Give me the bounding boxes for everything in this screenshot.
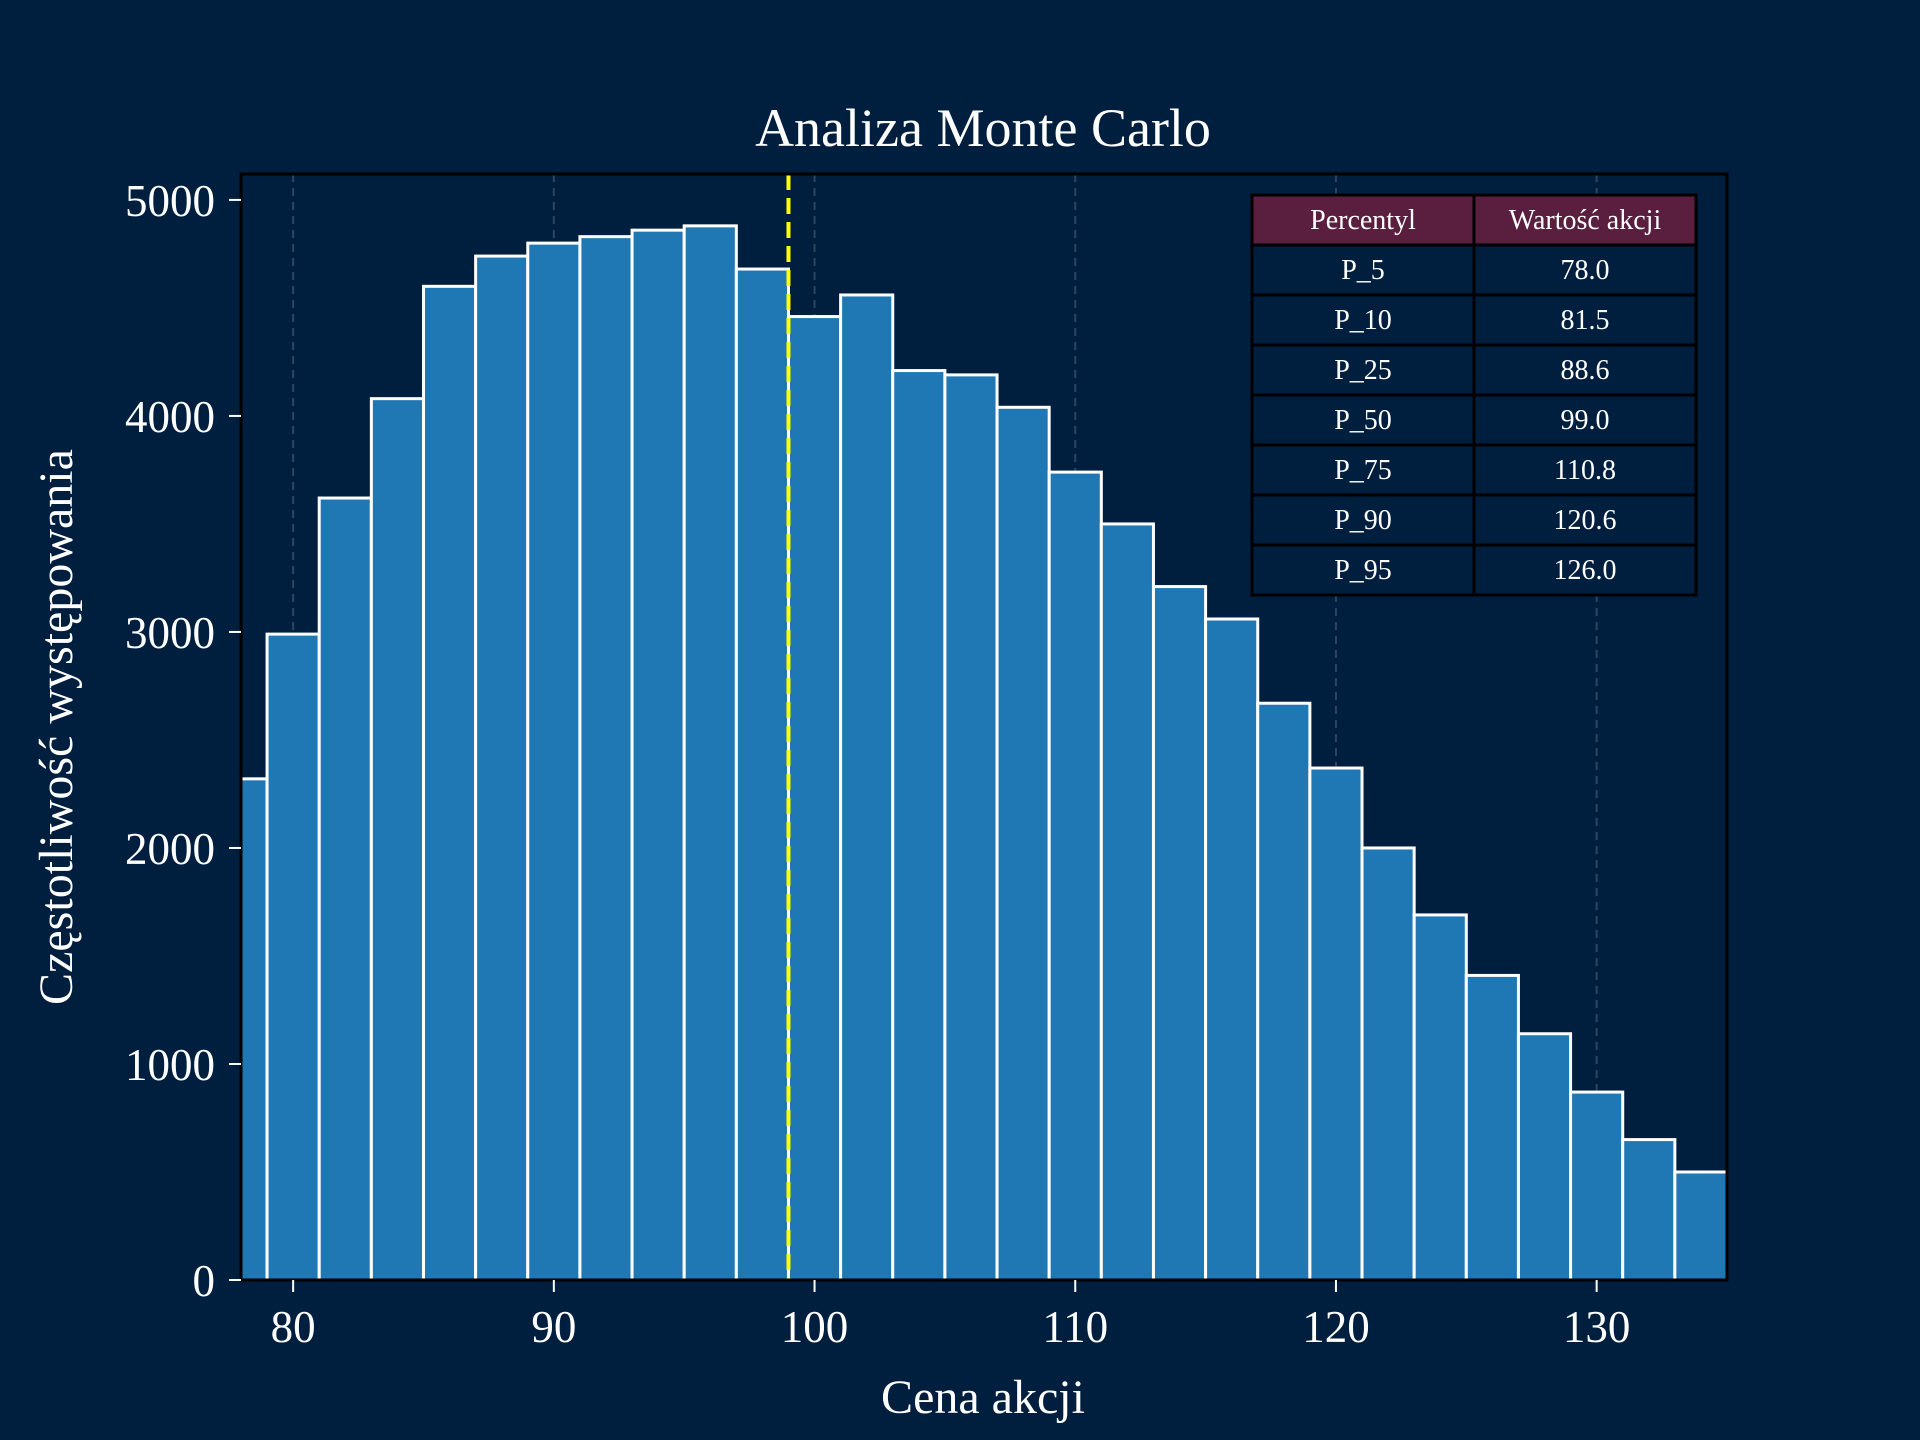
table-cell-value: 99.0 <box>1561 405 1610 436</box>
histogram-bar <box>1256 701 1312 1282</box>
table-cell <box>1250 393 1476 447</box>
y-tick-label: 5000 <box>125 176 215 226</box>
table-cell <box>1472 243 1698 297</box>
table-cell-value: 78.0 <box>1561 255 1610 286</box>
table-cell-value: 81.5 <box>1561 305 1610 336</box>
x-tick-label: 80 <box>271 1302 316 1352</box>
histogram-bar <box>943 373 999 1282</box>
histogram-bar <box>891 369 947 1282</box>
table-cell-value: 88.6 <box>1561 355 1610 386</box>
table-cell-value: P_10 <box>1334 305 1392 336</box>
table-cell <box>1250 343 1476 397</box>
histogram-bar <box>578 235 634 1282</box>
chart-title: Analiza Monte Carlo <box>755 98 1211 158</box>
histogram-bar <box>839 293 895 1282</box>
x-axis-ticks: 80 90 100 110 120 130 <box>271 1280 1631 1352</box>
histogram-bar <box>474 254 530 1282</box>
y-axis-ticks: 0 1000 2000 3000 4000 5000 <box>125 176 241 1306</box>
histogram-bar <box>1047 470 1103 1282</box>
table-cell-value: 110.8 <box>1554 455 1616 486</box>
histogram-bar <box>682 224 738 1282</box>
histogram-bar <box>1412 913 1468 1282</box>
x-tick-label: 120 <box>1302 1302 1370 1352</box>
table-cell-value: P_25 <box>1334 355 1392 386</box>
histogram-bar <box>734 267 790 1282</box>
histogram-bar <box>1464 973 1520 1282</box>
histogram-bar <box>239 777 269 1282</box>
y-tick-label: 1000 <box>125 1040 215 1090</box>
table-cell-value: 120.6 <box>1554 505 1617 536</box>
table-cell <box>1250 543 1476 597</box>
histogram-bar <box>995 405 1051 1282</box>
x-tick-label: 130 <box>1563 1302 1631 1352</box>
x-tick-label: 100 <box>781 1302 849 1352</box>
histogram-bar <box>317 496 373 1282</box>
histogram-bar <box>1099 522 1155 1282</box>
table-cell-value: 126.0 <box>1554 555 1617 586</box>
table-cell <box>1472 443 1698 497</box>
histogram-bars <box>239 224 1729 1282</box>
histogram-bar <box>1360 846 1416 1282</box>
histogram-bar <box>1673 1170 1729 1282</box>
histogram-bar <box>1308 766 1364 1282</box>
histogram-bar <box>1569 1090 1625 1282</box>
histogram-bar <box>1621 1138 1677 1282</box>
table-header-label: Wartość akcji <box>1509 205 1662 236</box>
x-axis-label: Cena akcji <box>881 1371 1085 1424</box>
table-cell <box>1472 493 1698 547</box>
histogram-bar <box>1204 617 1260 1282</box>
histogram-bar <box>265 632 321 1282</box>
table-cell <box>1472 293 1698 347</box>
table-cell-value: P_90 <box>1334 505 1392 536</box>
table-cell-value: P_95 <box>1334 555 1392 586</box>
histogram-bar <box>630 228 686 1282</box>
table-cell <box>1472 343 1698 397</box>
table-cell <box>1472 543 1698 597</box>
x-tick-label: 110 <box>1042 1302 1108 1352</box>
plot-frame <box>239 172 1729 1282</box>
table-cell-value: P_5 <box>1341 255 1385 286</box>
y-tick-label: 2000 <box>125 824 215 874</box>
table-cell <box>1250 243 1476 297</box>
x-tick-label: 90 <box>531 1302 576 1352</box>
histogram-bar <box>421 284 478 1282</box>
table-cell-value: P_75 <box>1334 455 1392 486</box>
histogram-bar <box>369 397 425 1282</box>
percentile-table: Percentyl Wartość akcji P_5 78.0 P_10 81.5 P_2… <box>1250 193 1698 597</box>
y-tick-label: 3000 <box>125 608 215 658</box>
histogram-bar <box>1151 585 1208 1282</box>
y-tick-label: 4000 <box>125 392 215 442</box>
y-axis-label: Częstotliwość występowania <box>30 449 83 1005</box>
table-cell-value: P_50 <box>1334 405 1392 436</box>
y-tick-label: 0 <box>193 1256 216 1306</box>
histogram-bar <box>526 241 582 1282</box>
table-header-label: Percentyl <box>1310 205 1416 236</box>
histogram-bar <box>1516 1032 1573 1282</box>
histogram-bar <box>786 315 843 1282</box>
